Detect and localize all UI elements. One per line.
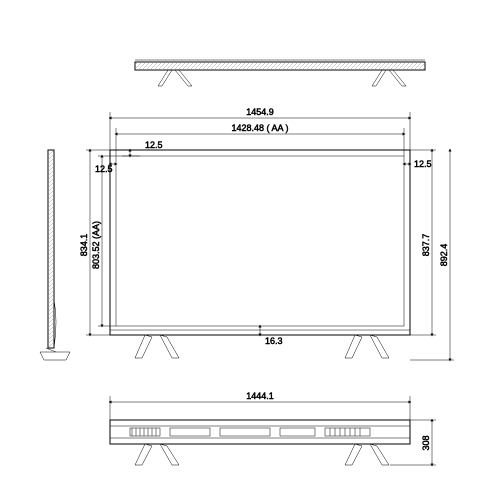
dimensions-right: 837.7 892.4 [410, 150, 454, 360]
dim-margin-right: 12.5 [414, 159, 432, 169]
technical-drawing: 1454.9 1428.48 ( AA ) 12.5 12.5 12.5 834… [0, 0, 500, 500]
dim-right-inner: 837.7 [421, 234, 431, 257]
dim-height-active: 803.52 (AA) [91, 221, 101, 269]
dim-overall-width: 1454.9 [246, 107, 274, 117]
front-stands [135, 335, 389, 358]
dimension-bottom-gap: 16.3 [260, 326, 283, 346]
dim-margin-left: 12.5 [95, 164, 113, 174]
dim-height-overall: 834.1 [79, 234, 89, 257]
bottom-view [110, 420, 410, 465]
top-view [135, 60, 425, 86]
dimensions-top: 1454.9 1428.48 ( AA ) 12.5 12.5 12.5 [95, 107, 432, 174]
dim-bottom-width: 1444.1 [246, 391, 274, 401]
front-view [110, 150, 410, 335]
dim-active-width: 1428.48 ( AA ) [231, 123, 288, 133]
side-view [40, 150, 70, 360]
dimension-bottom-width: 1444.1 [110, 391, 410, 420]
dimension-bottom-height: 308 [390, 420, 436, 465]
dim-bottom-height: 308 [421, 435, 431, 450]
dim-right-outer: 892.4 [439, 244, 449, 267]
dim-top-l: 12.5 [145, 140, 163, 150]
dim-bottom-gap: 16.3 [265, 336, 283, 346]
